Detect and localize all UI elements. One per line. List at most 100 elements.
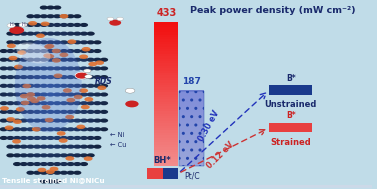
- Circle shape: [40, 153, 48, 157]
- Circle shape: [6, 84, 14, 88]
- Text: 187: 187: [182, 77, 201, 86]
- Bar: [0, 186, 372, 188]
- Bar: [179, 108, 204, 110]
- Circle shape: [20, 92, 28, 97]
- Circle shape: [40, 58, 48, 62]
- Circle shape: [6, 136, 14, 140]
- Circle shape: [33, 40, 41, 44]
- Bar: [0, 186, 372, 187]
- Circle shape: [40, 145, 48, 149]
- Bar: [154, 82, 178, 85]
- Bar: [0, 186, 372, 188]
- Bar: [154, 34, 178, 37]
- Circle shape: [13, 119, 21, 123]
- Circle shape: [46, 119, 55, 123]
- Circle shape: [65, 156, 74, 161]
- Bar: [179, 152, 204, 154]
- Bar: [0, 185, 372, 187]
- Circle shape: [46, 58, 55, 62]
- Circle shape: [20, 145, 28, 149]
- Circle shape: [54, 74, 63, 78]
- Bar: [0, 186, 372, 187]
- Bar: [0, 187, 372, 189]
- Bar: [179, 100, 204, 102]
- Circle shape: [80, 136, 88, 140]
- Circle shape: [12, 139, 21, 144]
- Circle shape: [6, 117, 15, 122]
- Bar: [0, 186, 372, 188]
- Bar: [0, 186, 372, 188]
- Circle shape: [33, 162, 41, 166]
- Circle shape: [53, 49, 61, 53]
- Circle shape: [77, 125, 85, 129]
- Circle shape: [53, 66, 61, 70]
- Bar: [0, 187, 372, 189]
- Bar: [154, 118, 178, 121]
- Bar: [0, 187, 372, 189]
- Bar: [0, 187, 372, 189]
- Bar: [0, 186, 372, 188]
- Bar: [0, 187, 372, 188]
- Bar: [179, 94, 204, 96]
- Circle shape: [73, 58, 81, 62]
- Bar: [0, 186, 372, 188]
- Bar: [0, 186, 372, 188]
- Circle shape: [73, 119, 81, 123]
- Bar: [154, 29, 178, 32]
- Circle shape: [33, 66, 41, 70]
- Bar: [0, 186, 372, 188]
- Circle shape: [60, 145, 68, 149]
- Bar: [154, 161, 178, 164]
- Bar: [0, 185, 372, 187]
- Bar: [0, 186, 372, 187]
- Circle shape: [13, 58, 21, 62]
- Circle shape: [65, 115, 74, 119]
- Circle shape: [93, 75, 101, 79]
- Circle shape: [66, 153, 75, 157]
- Circle shape: [40, 171, 48, 175]
- Bar: [154, 152, 178, 154]
- Circle shape: [80, 127, 88, 131]
- Bar: [0, 186, 372, 188]
- Bar: [0, 187, 372, 189]
- Bar: [0, 187, 372, 189]
- Bar: [154, 87, 178, 90]
- Circle shape: [73, 153, 81, 157]
- Circle shape: [41, 22, 50, 26]
- Circle shape: [33, 14, 41, 18]
- Circle shape: [87, 66, 95, 70]
- Circle shape: [6, 145, 14, 149]
- Circle shape: [40, 92, 48, 97]
- Circle shape: [100, 84, 108, 88]
- Circle shape: [40, 84, 48, 88]
- Circle shape: [6, 92, 14, 97]
- Circle shape: [60, 92, 68, 97]
- Bar: [0, 187, 372, 188]
- Circle shape: [80, 84, 88, 88]
- Circle shape: [9, 56, 17, 60]
- Bar: [154, 149, 178, 152]
- Bar: [154, 84, 178, 87]
- Bar: [0, 186, 372, 188]
- Circle shape: [26, 14, 35, 18]
- Bar: [0, 187, 372, 189]
- Circle shape: [13, 32, 21, 36]
- Circle shape: [46, 145, 55, 149]
- Circle shape: [40, 119, 48, 123]
- Circle shape: [46, 49, 55, 53]
- Circle shape: [73, 127, 81, 131]
- Circle shape: [53, 171, 61, 175]
- Circle shape: [93, 110, 101, 114]
- Circle shape: [60, 14, 68, 18]
- Bar: [179, 148, 204, 150]
- Bar: [0, 186, 372, 188]
- Bar: [0, 186, 372, 188]
- Circle shape: [80, 66, 88, 70]
- Text: Tensile strained Ni@NiCu: Tensile strained Ni@NiCu: [2, 177, 104, 183]
- Circle shape: [66, 145, 75, 149]
- Circle shape: [13, 145, 21, 149]
- Circle shape: [80, 58, 88, 62]
- Bar: [154, 163, 178, 166]
- Bar: [179, 134, 204, 136]
- Bar: [147, 168, 162, 179]
